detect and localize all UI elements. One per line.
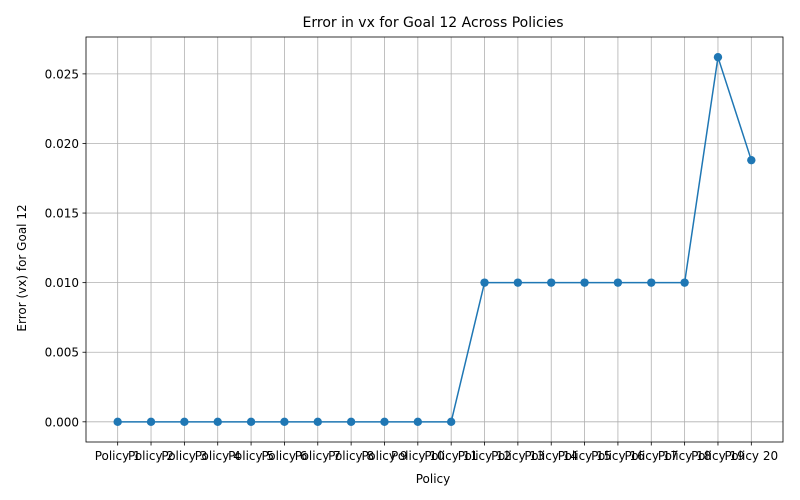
x-tick-label: Policy 3	[161, 449, 207, 463]
x-tick-label: Policy 17	[624, 449, 678, 463]
y-tick-label: 0.000	[45, 415, 79, 429]
data-point	[313, 417, 322, 427]
x-tick-label: Policy 8	[328, 449, 374, 463]
x-tick-label: Policy 14	[524, 449, 578, 463]
x-tick-label: Policy 15	[558, 449, 612, 463]
series-line-layer	[117, 56, 753, 423]
data-point	[213, 417, 222, 427]
y-axis-ticks: 0.000 0.005 0.010 0.015 0.020 0.025	[45, 67, 86, 429]
grid	[86, 37, 783, 442]
y-tick-label: 0.015	[45, 207, 79, 221]
x-tick-label: Policy 9	[361, 449, 407, 463]
x-tick-label: Policy 18	[658, 449, 712, 463]
y-axis-label: Error (vx) for Goal 12	[15, 204, 29, 331]
x-axis-label: Policy	[416, 472, 451, 486]
x-tick-label: Policy 12	[458, 449, 512, 463]
data-point	[413, 417, 423, 427]
data-point	[480, 278, 489, 287]
data-point	[280, 417, 289, 427]
data-point	[647, 278, 656, 287]
series-line	[117, 56, 753, 423]
series-marker-layer	[113, 52, 756, 427]
x-tick-label: Policy 13	[491, 449, 545, 463]
x-tick-label: Policy 11	[424, 449, 478, 463]
chart-title: Error in vx for Goal 12 Across Policies	[303, 15, 564, 31]
data-point	[713, 52, 723, 62]
data-point	[146, 417, 156, 427]
y-tick-label: 0.005	[45, 346, 79, 360]
data-point	[613, 278, 623, 287]
x-tick-label: Policy 10	[391, 449, 445, 463]
data-point	[513, 278, 523, 287]
data-point	[580, 278, 589, 287]
x-tick-label: Policy 16	[591, 449, 645, 463]
y-tick-label: 0.025	[45, 67, 79, 81]
data-point	[747, 155, 756, 165]
y-tick-label: 0.010	[45, 276, 79, 290]
data-point	[246, 417, 256, 427]
data-point	[113, 417, 122, 427]
x-tick-label: Policy 2	[128, 449, 174, 463]
x-tick-label: Policy 4	[195, 449, 241, 463]
y-tick-label: 0.020	[45, 137, 79, 151]
data-point	[346, 417, 356, 427]
x-tick-label: Policy 7	[295, 449, 341, 463]
data-point	[446, 417, 456, 427]
data-point	[680, 278, 689, 287]
x-tick-label: Policy 5	[228, 449, 274, 463]
x-tick-label: Policy 19	[691, 449, 745, 463]
x-tick-label: Policy 1	[95, 449, 141, 463]
x-tick-label: Policy 20	[725, 449, 779, 463]
plot-area-frame	[85, 36, 784, 443]
data-point	[547, 278, 556, 287]
data-point	[380, 417, 389, 427]
x-tick-label: Policy 6	[261, 449, 307, 463]
data-point	[180, 417, 189, 427]
